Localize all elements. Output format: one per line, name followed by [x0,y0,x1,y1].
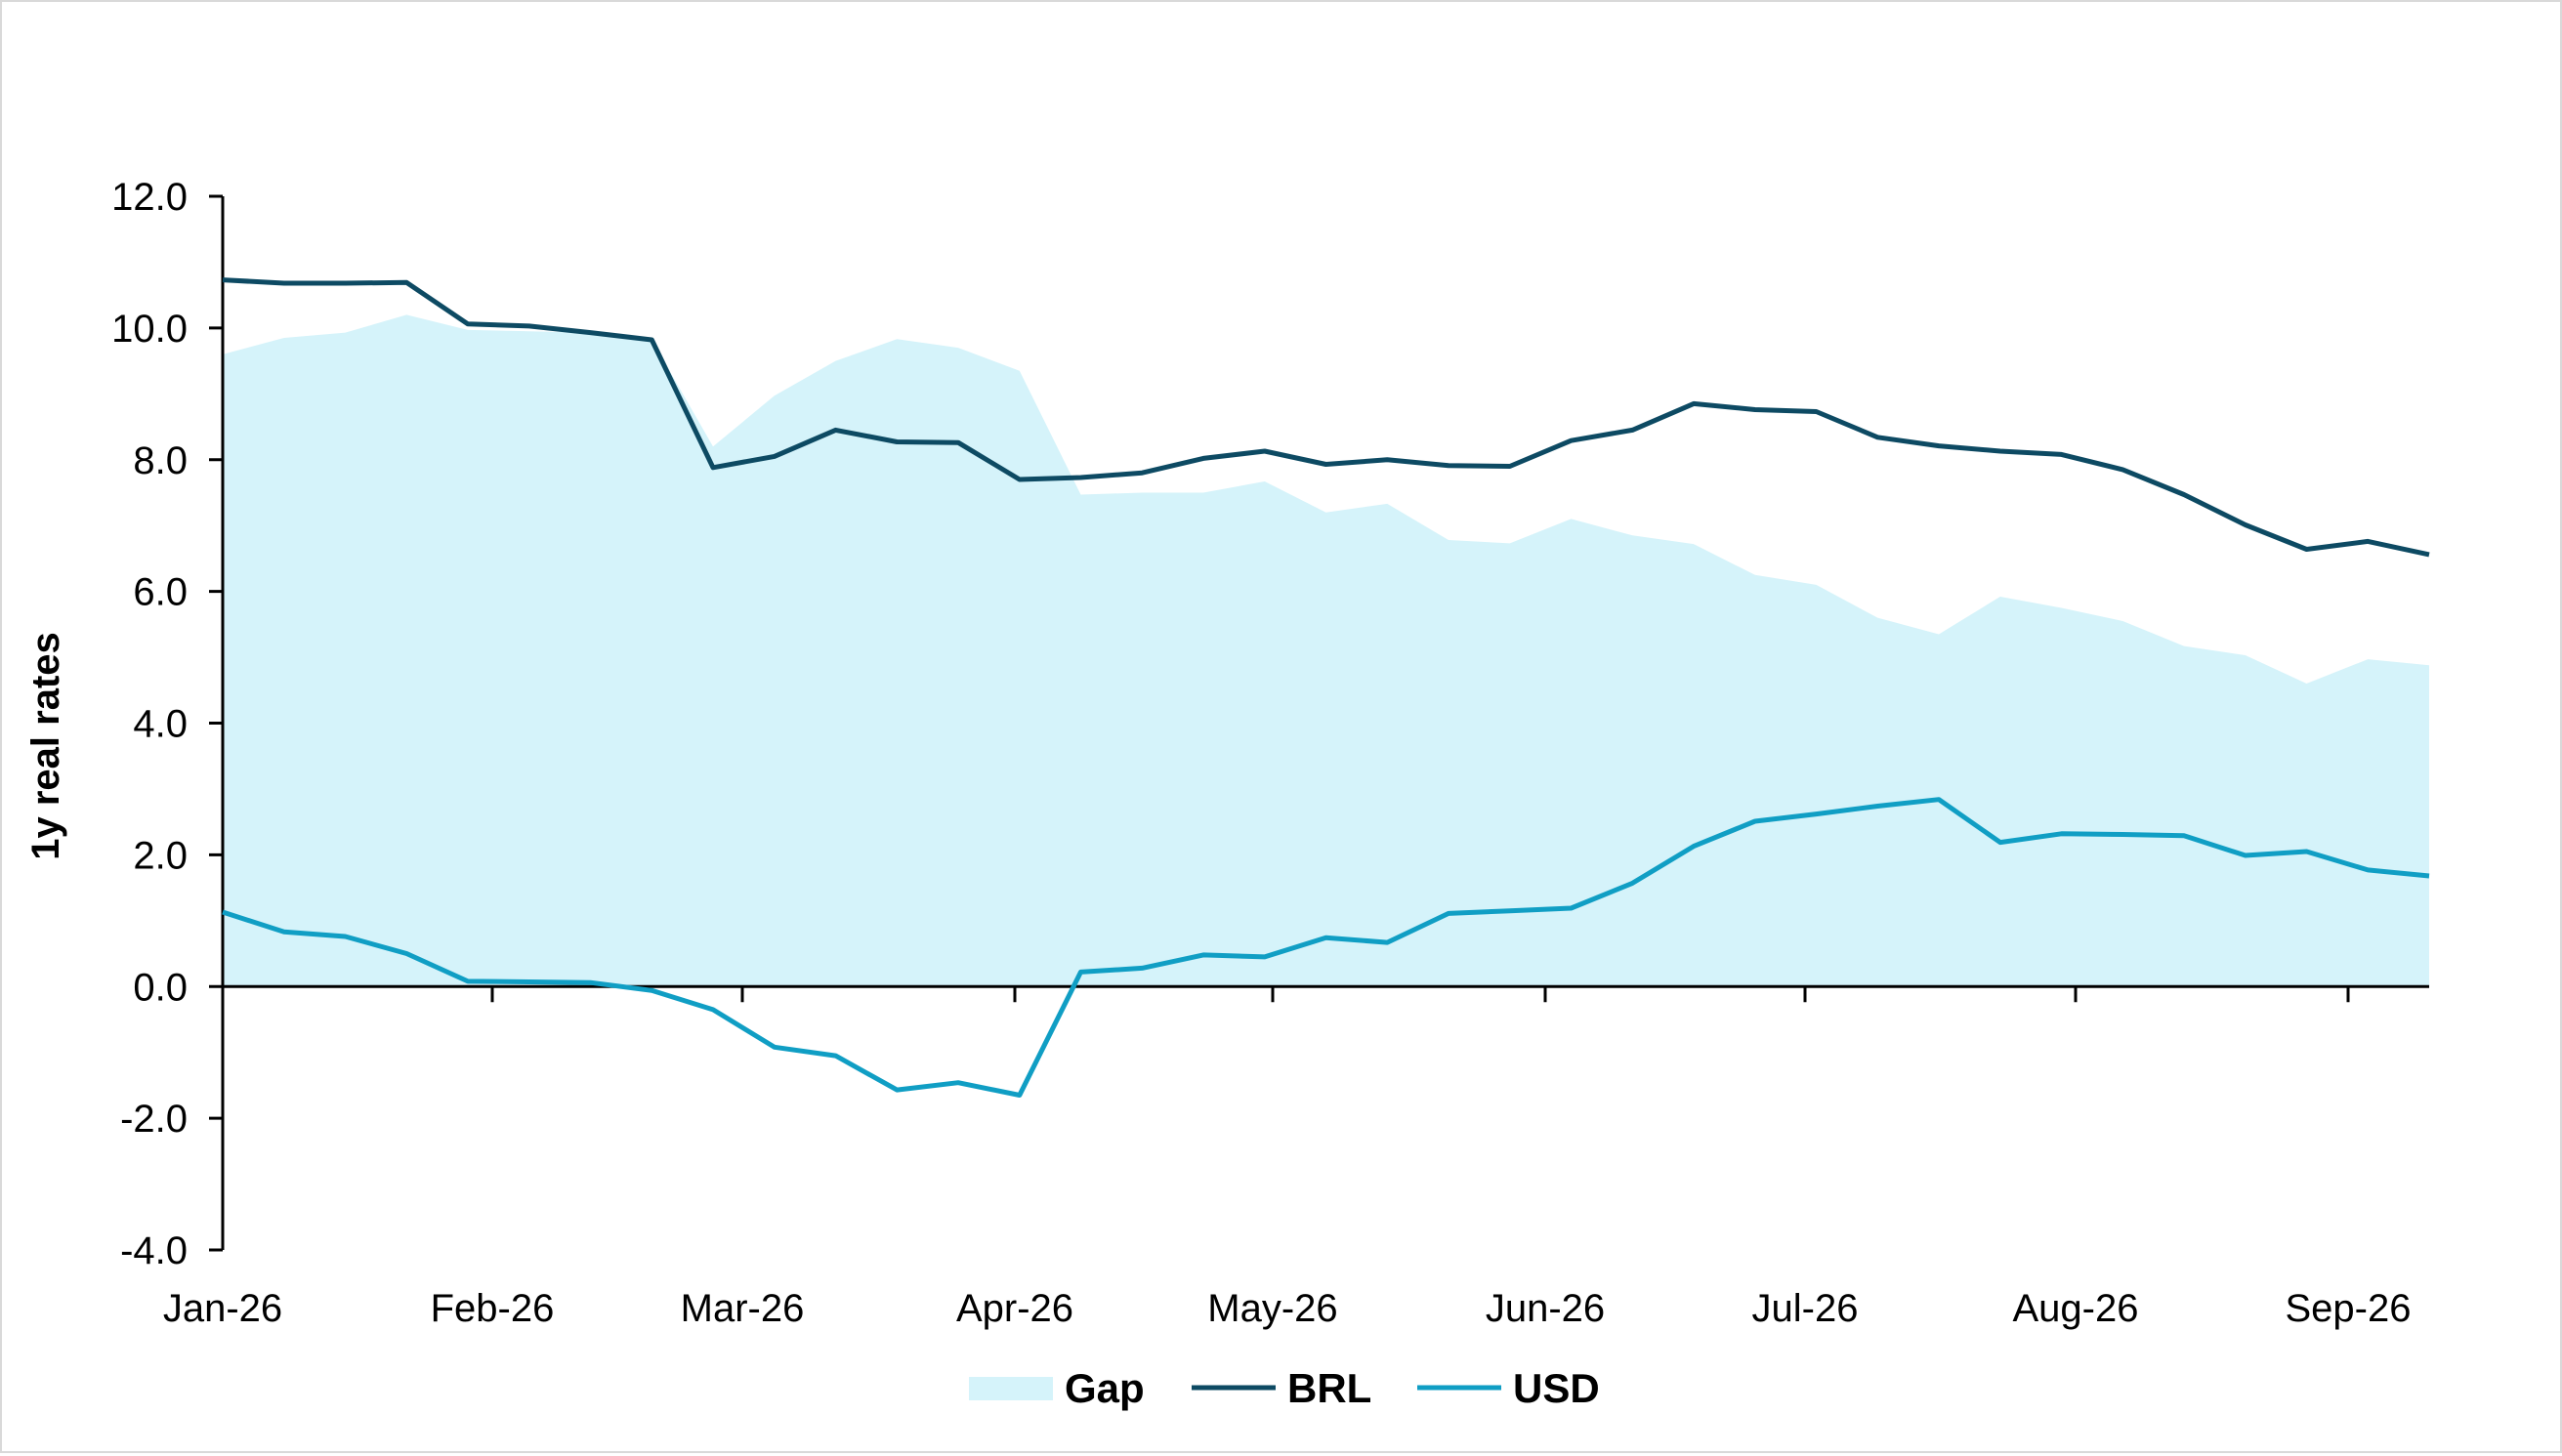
x-tick-label: Aug-26 [2013,1287,2139,1330]
y-tick-label: 4.0 [133,703,188,746]
y-tick-label: 0.0 [133,966,188,1009]
y-tick-label: -4.0 [120,1229,188,1272]
x-tick-label: Mar-26 [681,1287,805,1330]
x-tick-label: Feb-26 [431,1287,555,1330]
series-usd-line [222,797,2430,1098]
x-tick-label: Sep-26 [2286,1287,2412,1330]
y-tick-label: 2.0 [133,834,188,877]
axes: 12.0 10.0 8.0 6.0 4.0 2.0 0.0 -2.0 -4.0 Jan-26 Feb… [111,176,2429,1330]
y-tick-label: 12.0 [111,176,188,219]
line-layer [222,277,2430,1098]
x-tick-label: May-26 [1207,1287,1337,1330]
series-brl-line [222,277,2430,558]
legend-swatch-gap [969,1377,1053,1400]
x-tick-label: Jan-26 [163,1287,282,1330]
y-tick-label: 10.0 [111,308,188,351]
x-tick-label: Jul-26 [1752,1287,1859,1330]
series-gap-area [223,314,2429,987]
legend: Gap BRL USD [969,1365,1600,1411]
x-tick-label: Apr-26 [956,1287,1073,1330]
x-tick-label: Jun-26 [1486,1287,1605,1330]
legend-label-gap: Gap [1065,1365,1145,1411]
legend-label-usd: USD [1513,1365,1600,1411]
legend-label-brl: BRL [1287,1365,1371,1411]
y-tick-label: 8.0 [133,439,188,482]
y-axis-label: 1y real rates [24,632,67,860]
y-tick-label: -2.0 [120,1098,188,1141]
y-tick-label: 6.0 [133,571,188,614]
area-layer [223,314,2429,987]
